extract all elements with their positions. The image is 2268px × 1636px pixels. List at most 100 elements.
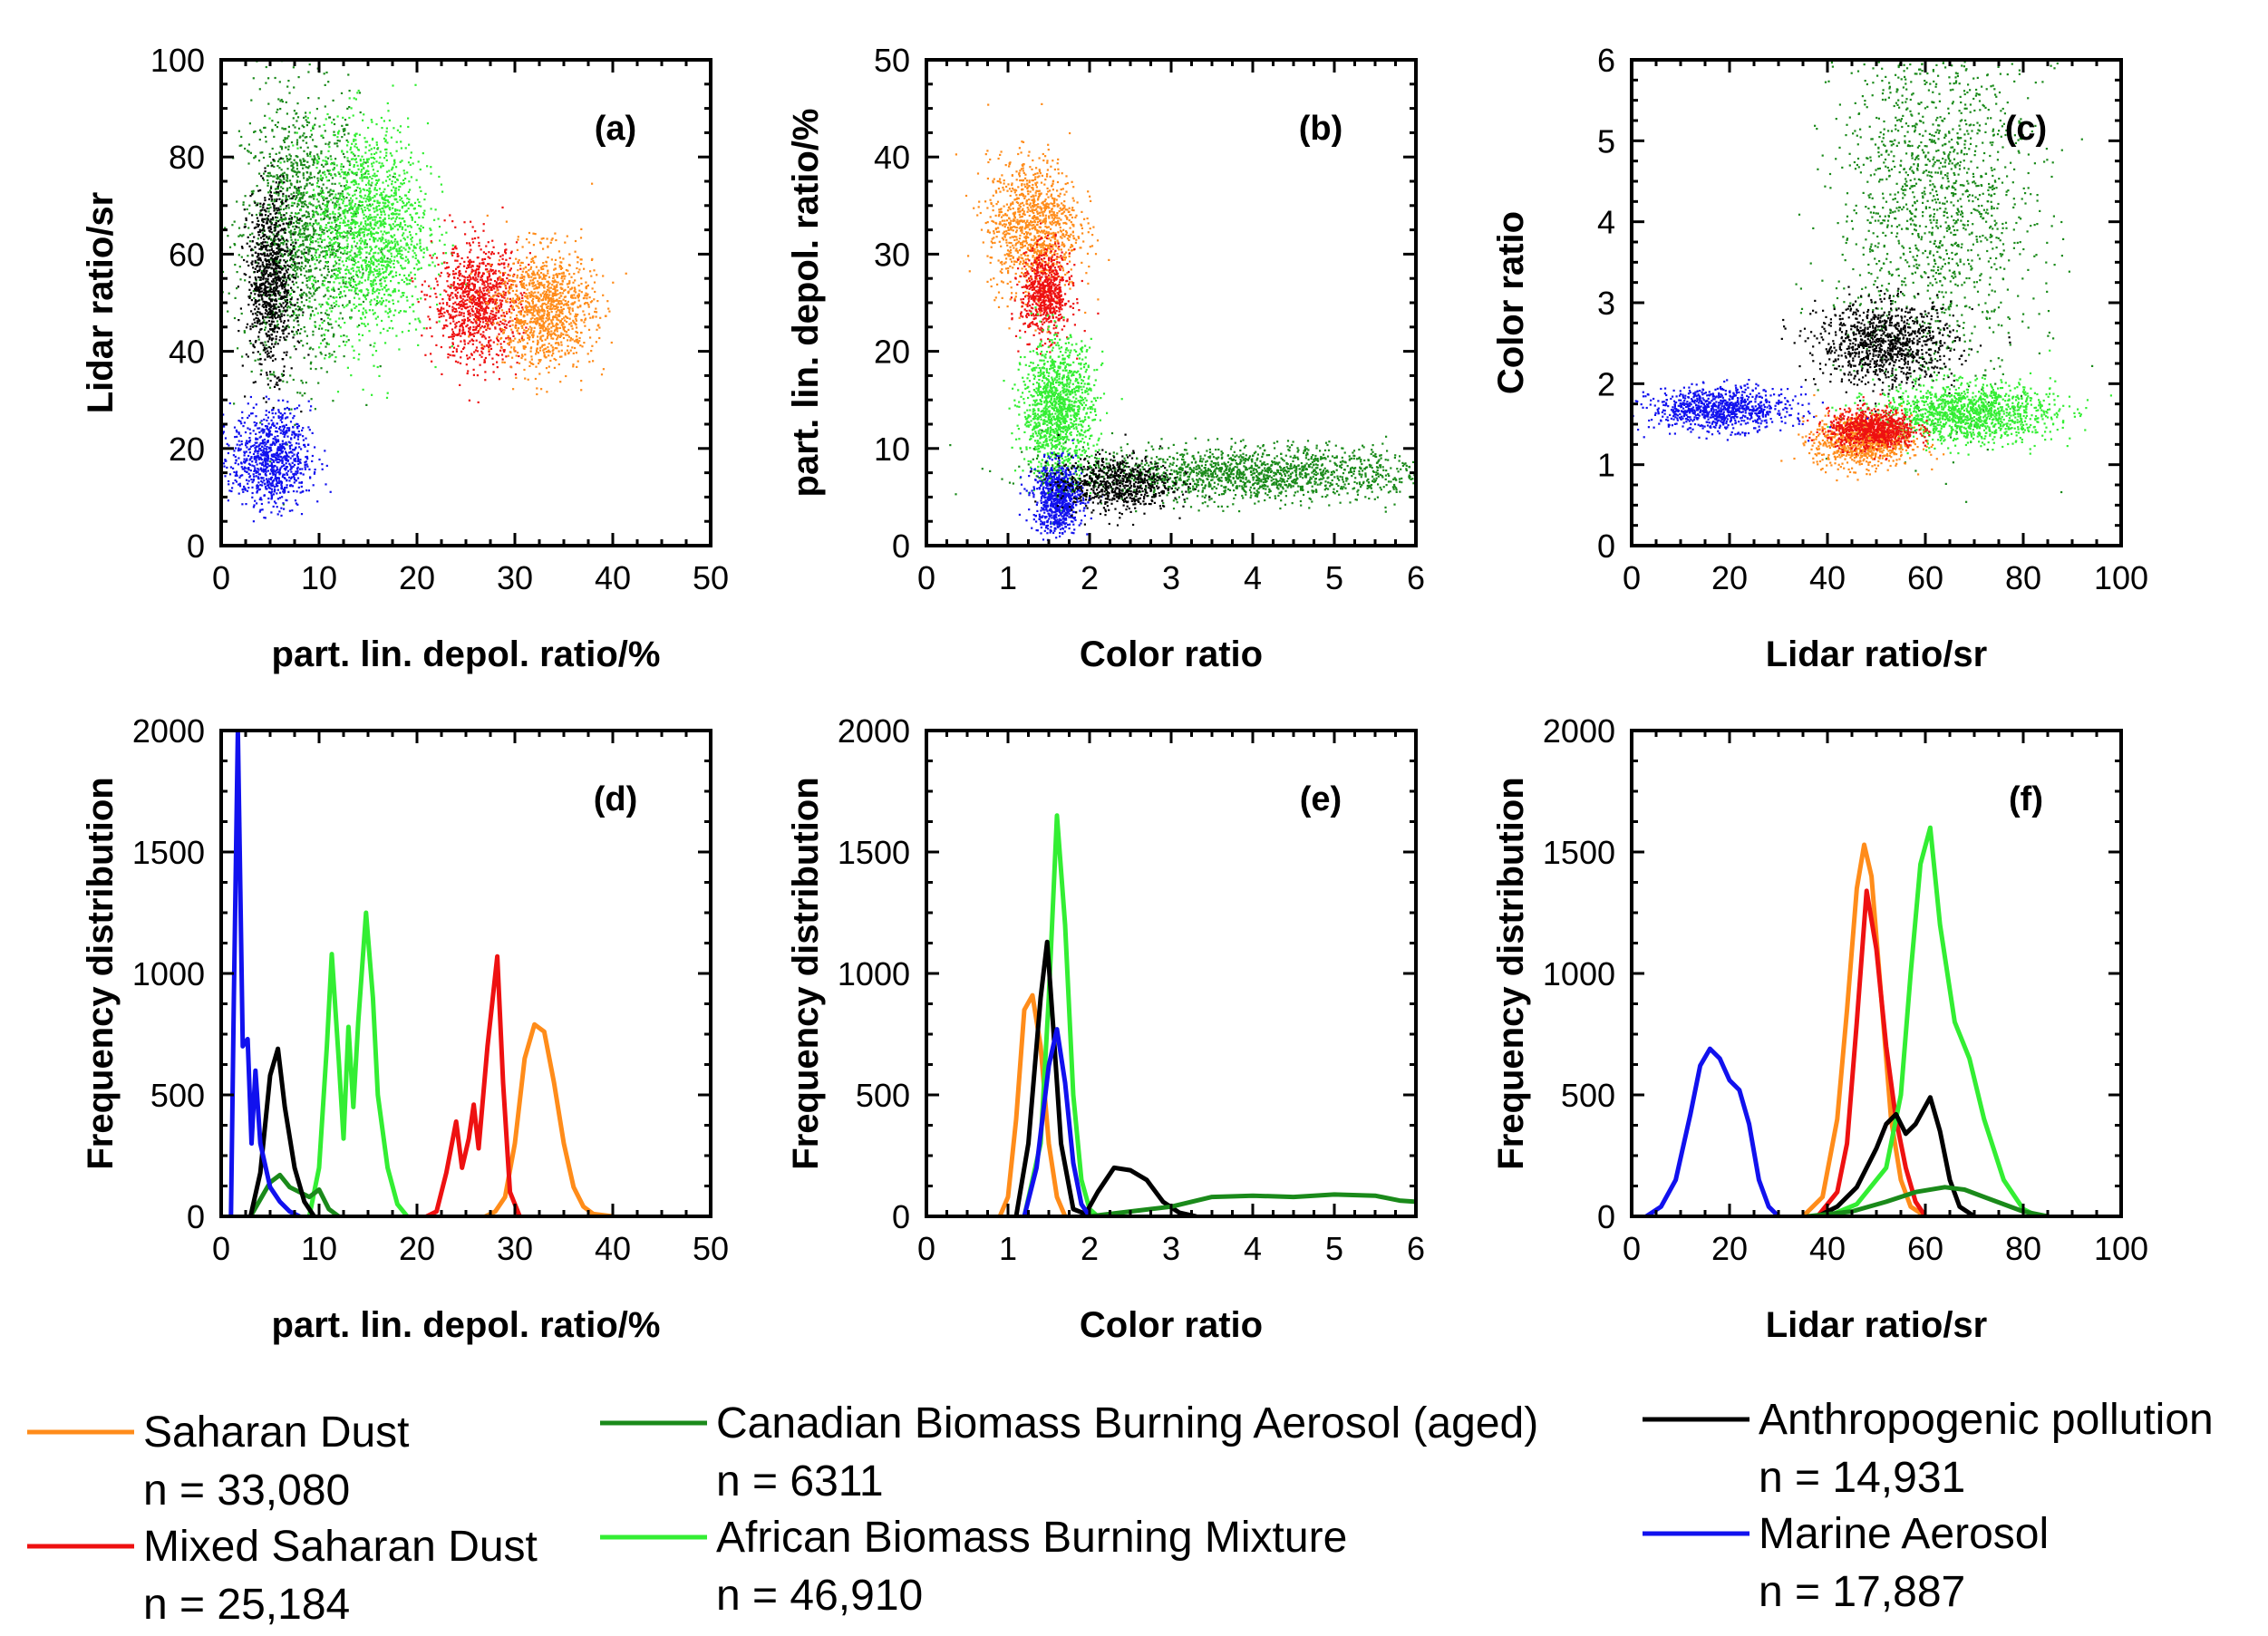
- scatter-point: [434, 365, 437, 369]
- scatter-point: [299, 135, 302, 138]
- scatter-point: [307, 253, 310, 256]
- scatter-point: [290, 218, 294, 220]
- scatter-point: [357, 155, 360, 158]
- scatter-point: [398, 274, 402, 276]
- scatter-point: [450, 286, 452, 289]
- scatter-point: [527, 336, 529, 339]
- scatter-point: [473, 287, 476, 290]
- scatter-point: [334, 218, 336, 222]
- scatter-point: [348, 160, 351, 163]
- scatter-point: [363, 233, 365, 237]
- scatter-point: [341, 124, 344, 127]
- scatter-point: [468, 312, 470, 315]
- scatter-point: [264, 218, 267, 220]
- scatter-point: [318, 204, 321, 207]
- scatter-point: [317, 156, 320, 159]
- scatter-point: [344, 221, 346, 224]
- scatter-point: [270, 231, 274, 234]
- scatter-point: [274, 299, 276, 302]
- scatter-point: [283, 259, 286, 262]
- scatter-point: [334, 205, 337, 208]
- scatter-point: [380, 213, 383, 216]
- scatter-point: [341, 317, 344, 320]
- scatter-point: [278, 224, 282, 227]
- scatter-point: [257, 289, 259, 292]
- scatter-point: [334, 241, 337, 244]
- scatter-point: [313, 198, 315, 200]
- scatter-point: [323, 266, 325, 270]
- scatter-point: [313, 228, 315, 231]
- scatter-point: [316, 211, 319, 214]
- scatter-point: [468, 286, 470, 288]
- scatter-point: [333, 281, 335, 284]
- scatter-point: [338, 140, 341, 142]
- scatter-point: [453, 273, 456, 276]
- scatter-point: [309, 313, 313, 315]
- scatter-point: [264, 234, 267, 237]
- scatter-point: [310, 241, 313, 244]
- scatter-point: [299, 332, 302, 334]
- scatter-point: [365, 266, 368, 269]
- scatter-point: [411, 295, 413, 297]
- scatter-point: [335, 300, 338, 303]
- scatter-point: [296, 305, 299, 308]
- scatter-point: [286, 112, 288, 115]
- scatter-point: [431, 261, 434, 264]
- scatter-point: [477, 303, 480, 305]
- scatter-point: [402, 292, 405, 295]
- scatter-point: [441, 313, 443, 315]
- scatter-point: [264, 351, 267, 353]
- scatter-point: [423, 209, 426, 212]
- scatter-point: [381, 207, 383, 209]
- scatter-point: [290, 141, 294, 144]
- scatter-point: [276, 320, 279, 323]
- scatter-point: [271, 254, 274, 257]
- scatter-point: [275, 224, 277, 227]
- scatter-point: [383, 209, 385, 212]
- scatter-point: [358, 249, 361, 252]
- scatter-point: [255, 286, 257, 289]
- scatter-point: [425, 294, 429, 296]
- scatter-point: [300, 257, 303, 259]
- scatter-point: [315, 205, 317, 208]
- scatter-point: [344, 252, 346, 255]
- scatter-point: [420, 225, 422, 227]
- scatter-point: [465, 286, 468, 289]
- scatter-point: [346, 286, 349, 289]
- scatter-point: [254, 155, 257, 158]
- scatter-point: [469, 319, 471, 322]
- scatter-point: [371, 139, 374, 141]
- scatter-point: [354, 284, 357, 286]
- scatter-point: [407, 260, 411, 263]
- scatter-point: [266, 269, 268, 272]
- scatter-point: [460, 308, 463, 311]
- scatter-point: [488, 344, 491, 346]
- scatter-point: [351, 180, 354, 183]
- scatter-point: [310, 254, 313, 257]
- scatter-point: [334, 274, 336, 276]
- scatter-point: [365, 257, 368, 259]
- scatter-point: [387, 195, 390, 198]
- scatter-point: [265, 266, 267, 269]
- scatter-point: [438, 313, 441, 315]
- scatter-point: [454, 301, 457, 304]
- scatter-point: [261, 342, 264, 344]
- scatter-point: [471, 343, 474, 345]
- scatter-point: [273, 269, 276, 272]
- scatter-point: [333, 333, 335, 335]
- scatter-point: [344, 295, 347, 297]
- scatter-point: [323, 73, 325, 75]
- scatter-point: [329, 173, 333, 176]
- scatter-point: [374, 276, 377, 279]
- scatter-point: [271, 120, 274, 122]
- scatter-point: [353, 165, 355, 169]
- scatter-point: [356, 247, 359, 250]
- scatter-point: [363, 137, 366, 140]
- scatter-point: [466, 298, 469, 301]
- scatter-point: [269, 174, 273, 177]
- scatter-point: [369, 272, 372, 275]
- scatter-point: [434, 277, 437, 280]
- scatter-point: [344, 156, 346, 159]
- scatter-point: [302, 311, 305, 314]
- scatter-point: [403, 238, 406, 241]
